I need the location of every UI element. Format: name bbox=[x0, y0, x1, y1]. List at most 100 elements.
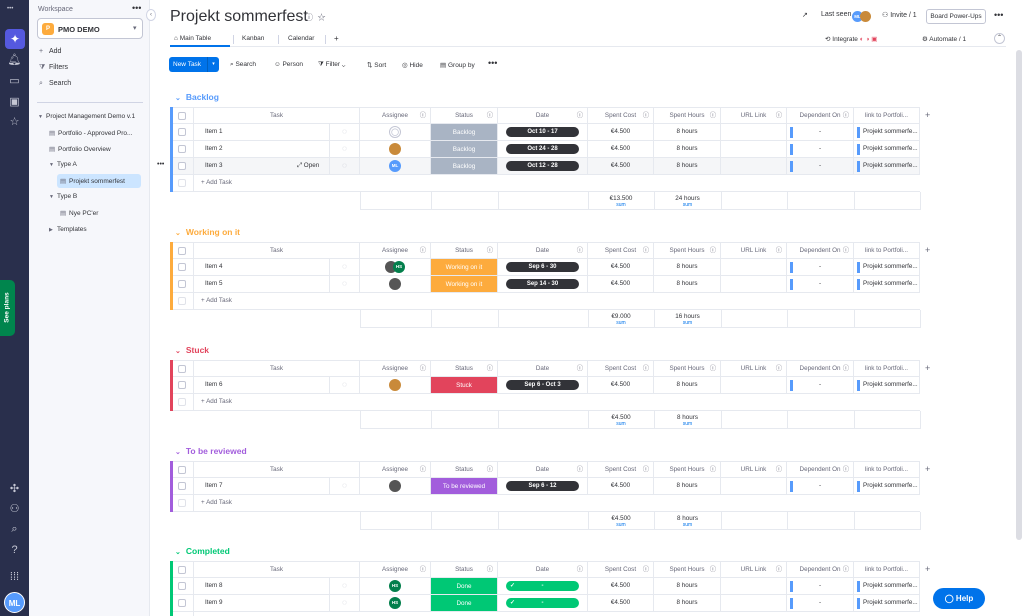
group-title[interactable]: ⌄ Stuck bbox=[175, 345, 209, 355]
row-checkbox[interactable] bbox=[178, 582, 186, 590]
link-to-portfolio-cell[interactable]: Projekt sommerfe... bbox=[854, 158, 920, 175]
url-link-cell[interactable] bbox=[721, 124, 787, 141]
add-column-button[interactable]: + bbox=[925, 245, 931, 255]
timeline-pill[interactable]: Sep 14 - 30 bbox=[506, 279, 579, 289]
spent-hours-cell[interactable]: 8 hours bbox=[654, 158, 721, 175]
dependent-on-cell[interactable]: - bbox=[787, 478, 854, 495]
timeline-pill[interactable]: ✓ - bbox=[506, 581, 579, 591]
task-name[interactable]: Item 8 bbox=[205, 582, 223, 589]
assignee-cell[interactable]: ◯ bbox=[360, 124, 431, 141]
chevron-down-icon[interactable]: ▾ bbox=[207, 57, 219, 72]
date-cell[interactable]: Oct 10 - 17 bbox=[498, 124, 588, 141]
collapse-sidebar-icon[interactable]: ‹ bbox=[146, 9, 156, 21]
assignee-cell[interactable]: HS bbox=[360, 595, 431, 612]
info-icon[interactable]: ⓘ bbox=[486, 466, 493, 473]
linked-item[interactable]: Projekt sommerfe... bbox=[863, 162, 918, 169]
calendar-check-icon[interactable]: ▣ bbox=[9, 96, 20, 108]
info-icon[interactable]: ⓘ bbox=[419, 112, 426, 119]
integrate-button[interactable]: ⟲ Integrate ◐ ◑ ▣ bbox=[825, 36, 878, 43]
url-link-cell[interactable] bbox=[721, 259, 787, 276]
activity-icon[interactable]: ↗ bbox=[802, 12, 808, 19]
info-icon[interactable]: ⓘ bbox=[642, 112, 649, 119]
spent-cost-cell[interactable]: €4.500 bbox=[588, 377, 654, 394]
last-seen-label[interactable]: Last seen bbox=[821, 11, 852, 18]
group-title[interactable]: ⌄ Backlog bbox=[175, 92, 219, 102]
task-cell[interactable]: Item 6 bbox=[194, 377, 330, 394]
spent-cost-cell[interactable]: €4.500 bbox=[588, 578, 654, 595]
linked-item[interactable]: Projekt sommerfe... bbox=[863, 128, 918, 135]
task-name[interactable]: Item 5 bbox=[205, 280, 223, 287]
monday-logo-icon[interactable]: ✦ bbox=[5, 29, 25, 49]
info-icon[interactable]: ⓘ bbox=[576, 112, 583, 119]
collapse-header-icon[interactable]: ⌃ bbox=[994, 33, 1005, 44]
star-icon[interactable]: ☆ bbox=[317, 13, 326, 22]
search-icon[interactable]: ⌕ bbox=[11, 523, 18, 535]
dependent-on-cell[interactable]: - bbox=[787, 124, 854, 141]
page-title[interactable]: Projekt sommerfest bbox=[170, 8, 308, 25]
assignee-cell[interactable] bbox=[360, 478, 431, 495]
spent-hours-cell[interactable]: 8 hours bbox=[654, 377, 721, 394]
add-task-input[interactable]: + Add Task bbox=[194, 293, 920, 310]
updates-cell[interactable]: ◌ bbox=[330, 578, 360, 595]
date-cell[interactable]: Oct 12 - 28 bbox=[498, 158, 588, 175]
timeline-pill[interactable]: Sep 6 - 12 bbox=[506, 481, 579, 491]
task-cell[interactable]: Item 1 bbox=[194, 124, 330, 141]
url-link-cell[interactable] bbox=[721, 377, 787, 394]
status-badge[interactable]: Backlog bbox=[431, 158, 498, 175]
hide-button[interactable]: ◎ Hide bbox=[402, 62, 423, 69]
assignee-cell[interactable]: HS bbox=[360, 259, 431, 276]
task-name[interactable]: Item 1 bbox=[205, 128, 223, 135]
assignee-cell[interactable]: ML bbox=[360, 158, 431, 175]
info-icon[interactable]: ⓘ bbox=[486, 112, 493, 119]
chevron-down-icon[interactable]: ⌄ bbox=[175, 549, 181, 556]
row-checkbox[interactable] bbox=[178, 162, 186, 170]
info-icon[interactable]: ⓘ bbox=[775, 112, 782, 119]
sidebar-item[interactable]: ▼ Project Management Demo v.1 bbox=[38, 113, 135, 120]
spent-hours-cell[interactable]: 8 hours bbox=[654, 578, 721, 595]
status-badge[interactable]: Done bbox=[431, 595, 498, 612]
sort-button[interactable]: ⇅ Sort bbox=[367, 62, 387, 69]
info-icon[interactable]: ⓘ bbox=[775, 566, 782, 573]
group-by-button[interactable]: ▤ Group by bbox=[440, 62, 475, 69]
dependent-on-cell[interactable]: - bbox=[787, 578, 854, 595]
expand-arrow-icon[interactable]: ▶ bbox=[49, 227, 53, 233]
linked-item[interactable]: Projekt sommerfe... bbox=[863, 263, 918, 270]
updates-cell[interactable]: ◌ bbox=[330, 478, 360, 495]
person-filter-button[interactable]: ☺ Person bbox=[274, 61, 304, 68]
date-cell[interactable]: ✓ - bbox=[498, 595, 588, 612]
tab-calendar[interactable]: Calendar bbox=[288, 35, 315, 42]
select-all-checkbox[interactable] bbox=[178, 365, 186, 373]
timeline-pill[interactable]: Oct 12 - 28 bbox=[506, 161, 579, 171]
group-title[interactable]: ⌄ Completed bbox=[175, 546, 230, 556]
status-badge[interactable]: Backlog bbox=[431, 124, 498, 141]
info-icon[interactable]: ⓘ bbox=[775, 466, 782, 473]
task-cell[interactable]: Item 2 bbox=[194, 141, 330, 158]
info-icon[interactable]: ⓘ bbox=[486, 247, 493, 254]
more-icon[interactable]: ••• bbox=[488, 58, 498, 68]
updates-cell[interactable]: ◌ bbox=[330, 276, 360, 293]
open-item-button[interactable]: ⤢ Open bbox=[297, 158, 319, 174]
info-icon[interactable]: ⓘ bbox=[419, 247, 426, 254]
date-cell[interactable]: Sep 14 - 30 bbox=[498, 276, 588, 293]
sidebar-search[interactable]: ⌕ Search bbox=[39, 80, 72, 87]
link-to-portfolio-cell[interactable]: Projekt sommerfe... bbox=[854, 478, 920, 495]
info-icon[interactable]: ⓘ bbox=[576, 566, 583, 573]
url-link-cell[interactable] bbox=[721, 595, 787, 612]
sidebar-item[interactable]: ▤ Nye PC'er bbox=[60, 209, 98, 217]
row-checkbox[interactable] bbox=[178, 280, 186, 288]
updates-cell[interactable]: ◌ bbox=[330, 141, 360, 158]
spent-hours-cell[interactable]: 8 hours bbox=[654, 124, 721, 141]
invite-button[interactable]: ⚇ Invite / 1 bbox=[882, 12, 917, 19]
info-icon[interactable]: ⓘ bbox=[642, 247, 649, 254]
apps-icon[interactable]: ••• bbox=[7, 6, 14, 12]
link-to-portfolio-cell[interactable]: Projekt sommerfe... bbox=[854, 141, 920, 158]
grid-icon[interactable]: ⁞⁞⁞ bbox=[9, 571, 20, 583]
chevron-down-icon[interactable]: ⌄ bbox=[175, 449, 181, 456]
invite-user-icon[interactable]: ⚇ bbox=[9, 503, 20, 515]
updates-cell[interactable]: ◌ bbox=[330, 158, 360, 175]
spent-hours-cell[interactable]: 8 hours bbox=[654, 141, 721, 158]
info-icon[interactable]: ⓘ bbox=[642, 466, 649, 473]
sidebar-filters[interactable]: ⧩ Filters bbox=[39, 64, 69, 71]
task-name[interactable]: Item 9 bbox=[205, 599, 223, 606]
linked-item[interactable]: Projekt sommerfe... bbox=[863, 482, 918, 489]
